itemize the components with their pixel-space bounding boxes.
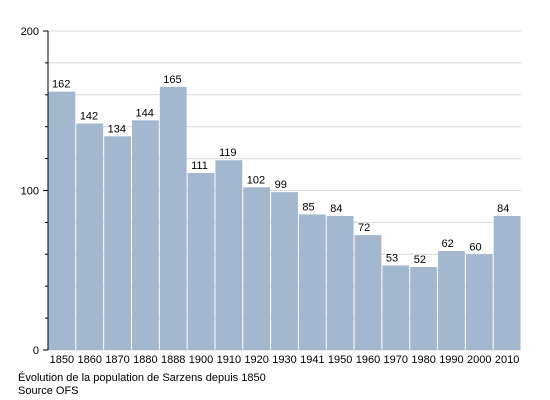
x-tick-label: 1880	[133, 354, 157, 366]
y-tick-label: 0	[33, 345, 39, 357]
x-tick-label: 1860	[77, 354, 101, 366]
bar	[215, 160, 243, 350]
x-tick-label: 1870	[105, 354, 129, 366]
bar-value-label: 84	[497, 203, 509, 215]
y-tick-label: 200	[21, 26, 39, 38]
caption-title: Évolution de la population de Sarzens de…	[18, 372, 266, 384]
bar-value-label: 162	[52, 79, 70, 91]
x-tick-label: 1990	[439, 354, 463, 366]
axes: 1850 1860 1870 1880 1888 1900 1910 1920 1930 1941…	[21, 26, 520, 366]
bar	[104, 136, 131, 350]
x-tick-label: 1850	[50, 354, 74, 366]
bars: 162 142 134 144 165 111 119 102 99 85 84 72 53 52 62 60…	[48, 74, 521, 351]
bar	[354, 235, 382, 350]
bar-value-label: 52	[414, 254, 426, 266]
bar	[271, 192, 298, 350]
bar-value-label: 144	[135, 107, 153, 119]
x-tick-label: 1920	[244, 354, 268, 366]
bar-value-label: 102	[247, 174, 265, 186]
bar	[48, 91, 76, 351]
x-tick-label: 1910	[217, 354, 241, 366]
x-tick-label: 1941	[300, 354, 324, 366]
bar-value-label: 60	[469, 241, 481, 253]
x-tick-label: 2010	[495, 354, 519, 366]
bar	[76, 123, 104, 350]
bar	[298, 214, 326, 350]
bar	[159, 86, 187, 350]
bar	[382, 265, 410, 350]
bar-value-label: 119	[219, 147, 237, 159]
x-tick-label: 1888	[161, 354, 185, 366]
bar-value-label: 85	[302, 201, 314, 213]
bar-value-label: 72	[358, 222, 370, 234]
bar-value-label: 142	[80, 111, 98, 123]
y-tick-label: 100	[21, 186, 39, 198]
x-tick-label: 2000	[467, 354, 491, 366]
bar	[438, 251, 465, 350]
bar-value-label: 99	[275, 179, 287, 191]
bar	[493, 216, 521, 350]
bar-value-label: 53	[386, 252, 398, 264]
bar	[187, 172, 215, 350]
bar	[131, 120, 159, 350]
x-tick-label: 1930	[272, 354, 296, 366]
x-tick-label: 1900	[189, 354, 213, 366]
bar-value-label: 62	[442, 238, 454, 250]
bar	[326, 216, 354, 350]
bar	[465, 254, 493, 350]
x-tick-label: 1960	[356, 354, 380, 366]
bar	[243, 187, 271, 350]
bar-value-label: 111	[191, 160, 208, 172]
x-tick-label: 1980	[411, 354, 435, 366]
chart-caption: Évolution de la population de Sarzens de…	[18, 372, 266, 398]
bar-value-label: 165	[163, 74, 181, 86]
bar	[410, 267, 438, 350]
caption-source: Source OFS	[18, 385, 79, 397]
x-tick-label: 1970	[384, 354, 408, 366]
bar-value-label: 134	[108, 123, 126, 135]
x-tick-label: 1950	[328, 354, 352, 366]
bar-value-label: 84	[330, 203, 342, 215]
